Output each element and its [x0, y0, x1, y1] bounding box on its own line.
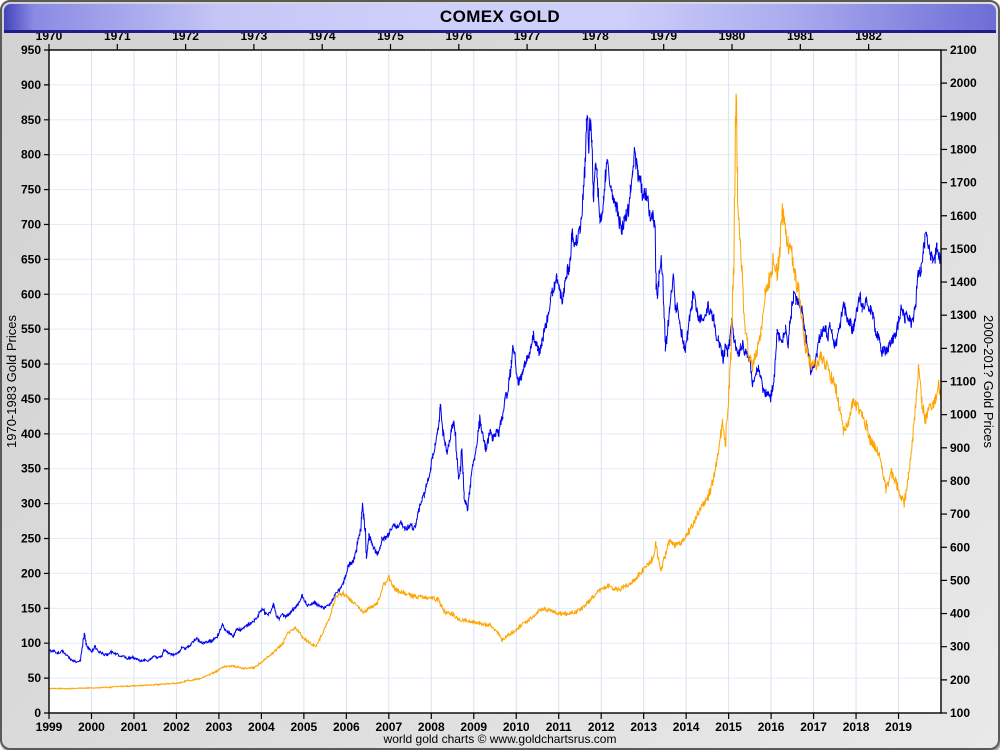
bottom-tick-label: 2009	[460, 720, 487, 734]
right-tick-label: 1700	[950, 176, 977, 190]
right-tick-label: 1800	[950, 142, 977, 156]
chart-title: COMEX GOLD	[439, 7, 561, 26]
right-tick-label: 200	[950, 673, 970, 687]
bottom-tick-label: 2016	[758, 720, 785, 734]
series-1970s	[48, 93, 942, 690]
left-tick-label: 550	[21, 322, 41, 336]
right-tick-label: 600	[950, 540, 970, 554]
left-tick-label: 300	[21, 497, 41, 511]
left-tick-label: 900	[21, 78, 41, 92]
bottom-tick-label: 2017	[800, 720, 827, 734]
bottom-tick-label: 2013	[630, 720, 657, 734]
right-tick-label: 300	[950, 640, 970, 654]
bottom-tick-label: 2008	[418, 720, 445, 734]
left-tick-label: 650	[21, 252, 41, 266]
left-tick-label: 250	[21, 532, 41, 546]
bottom-tick-label: 2010	[503, 720, 530, 734]
bottom-tick-label: 2019	[885, 720, 912, 734]
left-tick-label: 150	[21, 601, 41, 615]
bottom-tick-label: 2005	[291, 720, 318, 734]
bottom-tick-label: 2001	[121, 720, 148, 734]
right-tick-label: 1000	[950, 408, 977, 422]
right-tick-label: 700	[950, 507, 970, 521]
left-tick-label: 350	[21, 462, 41, 476]
right-tick-label: 2000	[950, 76, 977, 90]
right-tick-label: 1900	[950, 109, 977, 123]
bottom-tick-label: 2003	[206, 720, 233, 734]
right-tick-label: 1400	[950, 275, 977, 289]
bottom-tick-label: 2000	[78, 720, 105, 734]
left-tick-label: 400	[21, 427, 41, 441]
left-tick-label: 100	[21, 636, 41, 650]
left-tick-label: 500	[21, 357, 41, 371]
left-tick-label: 600	[21, 287, 41, 301]
right-axis-title: 2000-201? Gold Prices	[981, 315, 996, 448]
right-tick-label: 1600	[950, 209, 977, 223]
bottom-tick-label: 2006	[333, 720, 360, 734]
bottom-tick-label: 2007	[375, 720, 402, 734]
right-tick-label: 900	[950, 441, 970, 455]
right-tick-label: 100	[950, 706, 970, 720]
plot-area	[49, 50, 941, 713]
bottom-tick-label: 2018	[843, 720, 870, 734]
left-tick-label: 950	[21, 43, 41, 57]
left-tick-label: 700	[21, 217, 41, 231]
bottom-tick-label: 1999	[36, 720, 63, 734]
bottom-tick-label: 2012	[588, 720, 615, 734]
right-tick-label: 400	[950, 607, 970, 621]
left-tick-label: 50	[28, 671, 42, 685]
bottom-tick-label: 2011	[546, 720, 572, 734]
right-tick-label: 1100	[950, 375, 976, 389]
bottom-tick-label: 2014	[673, 720, 700, 734]
left-tick-label: 450	[21, 392, 41, 406]
right-tick-label: 1200	[950, 341, 977, 355]
series-2000s	[48, 115, 942, 664]
left-tick-label: 0	[34, 706, 41, 720]
right-tick-label: 1300	[950, 308, 977, 322]
right-tick-label: 800	[950, 474, 970, 488]
left-tick-label: 800	[21, 148, 41, 162]
title-bar: COMEX GOLD	[4, 4, 996, 33]
chart-footer: world gold charts © www.goldchartsrus.co…	[383, 732, 617, 746]
bottom-tick-label: 2004	[248, 720, 275, 734]
right-tick-label: 500	[950, 573, 970, 587]
bottom-tick-label: 2015	[715, 720, 742, 734]
left-tick-label: 750	[21, 183, 41, 197]
right-tick-label: 1500	[950, 242, 977, 256]
right-tick-label: 2100	[950, 43, 977, 57]
left-tick-label: 200	[21, 566, 41, 580]
left-tick-label: 850	[21, 113, 41, 127]
bottom-tick-label: 2002	[163, 720, 190, 734]
left-axis-title: 1970-1983 Gold Prices	[4, 315, 19, 448]
